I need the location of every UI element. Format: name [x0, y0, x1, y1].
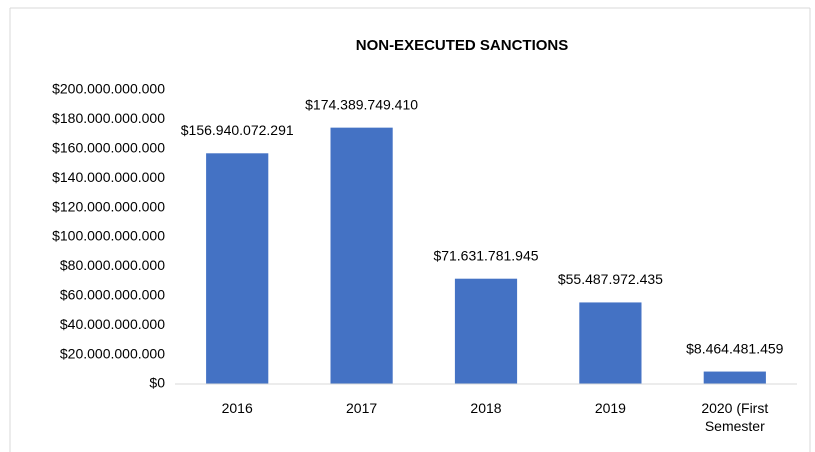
y-tick-label: $180.000.000.000: [52, 110, 165, 126]
x-tick-label: 2016: [221, 400, 253, 416]
chart-title: NON-EXECUTED SANCTIONS: [356, 37, 569, 54]
bar: [454, 278, 518, 384]
data-label: $174.389.749.410: [305, 96, 418, 112]
y-tick-label: $160.000.000.000: [52, 140, 165, 156]
data-label: $8.464.481.459: [686, 340, 784, 356]
y-tick-label: $0: [149, 375, 165, 391]
x-tick-label: 2019: [594, 400, 626, 416]
y-tick-label: $40.000.000.000: [60, 316, 165, 332]
x-tick-label: 2018: [470, 400, 502, 416]
bar: [330, 127, 393, 385]
y-tick-label: $100.000.000.000: [52, 228, 165, 244]
x-tick-label: 2017: [346, 400, 378, 416]
data-label: $55.487.972.435: [558, 271, 663, 287]
bar: [579, 302, 642, 384]
y-tick-label: $140.000.000.000: [52, 169, 165, 185]
data-label: $156.940.072.291: [181, 122, 294, 138]
y-tick-label: $20.000.000.000: [60, 345, 165, 361]
x-tick-label: 2020 (First Semester: [701, 400, 769, 434]
y-tick-label: $200.000.000.000: [52, 81, 165, 97]
y-tick-label: $120.000.000.000: [52, 198, 165, 214]
y-tick-label: $60.000.000.000: [60, 287, 165, 303]
data-label: $71.631.781.945: [433, 247, 538, 263]
bar: [703, 371, 766, 384]
bar: [206, 153, 269, 384]
y-tick-label: $80.000.000.000: [60, 257, 165, 273]
